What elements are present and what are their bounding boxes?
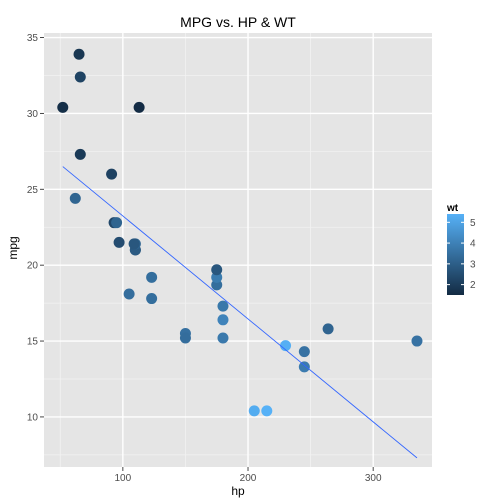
legend-label: 2 [470, 280, 476, 291]
y-axis-title: mpg [6, 236, 20, 259]
data-point [211, 279, 223, 291]
data-point [411, 335, 423, 347]
y-tick-label: 25 [27, 185, 39, 196]
data-point [217, 300, 229, 312]
major-gridlines [44, 33, 432, 467]
trend-line [62, 166, 418, 459]
data-point [248, 405, 260, 417]
data-point [74, 71, 86, 83]
data-points [57, 48, 423, 417]
data-point [106, 168, 118, 180]
legend-label: 4 [470, 239, 476, 250]
legend-label: 3 [470, 259, 476, 270]
legend-ticks: 2 3 4 5 [447, 218, 476, 291]
color-legend: wt 2 3 4 5 [446, 203, 476, 295]
data-point [298, 346, 310, 358]
y-tick-label: 10 [27, 412, 39, 423]
data-point [128, 238, 140, 250]
data-point [322, 323, 334, 335]
x-axis-title: hp [231, 484, 245, 498]
x-tick-label: 200 [240, 473, 257, 484]
data-point [179, 332, 191, 344]
data-point [280, 340, 292, 352]
data-point [146, 293, 158, 305]
data-point [69, 192, 81, 204]
data-point [74, 148, 86, 160]
legend-label: 5 [470, 218, 476, 229]
data-point [73, 48, 85, 60]
data-point [57, 101, 69, 113]
data-point [261, 405, 273, 417]
data-point [217, 332, 229, 344]
legend-colorbar [447, 214, 464, 295]
x-axis: 100 200 300 [115, 467, 382, 484]
x-tick-label: 100 [115, 473, 132, 484]
data-point [123, 288, 135, 300]
data-point [113, 236, 125, 248]
data-point [146, 271, 158, 283]
data-point [217, 314, 229, 326]
data-point [211, 271, 223, 283]
data-point [298, 361, 310, 373]
y-tick-label: 20 [27, 261, 39, 272]
y-axis: 10 15 20 25 30 35 [27, 33, 44, 423]
y-tick-label: 30 [27, 109, 39, 120]
data-point [133, 101, 145, 113]
plot-panel [44, 33, 432, 467]
data-point [211, 264, 223, 276]
y-tick-label: 15 [27, 337, 39, 348]
y-tick-label: 35 [27, 33, 39, 44]
x-tick-label: 300 [365, 473, 382, 484]
legend-title: wt [446, 203, 459, 214]
data-point [111, 217, 123, 229]
chart-title: MPG vs. HP & WT [180, 14, 296, 30]
